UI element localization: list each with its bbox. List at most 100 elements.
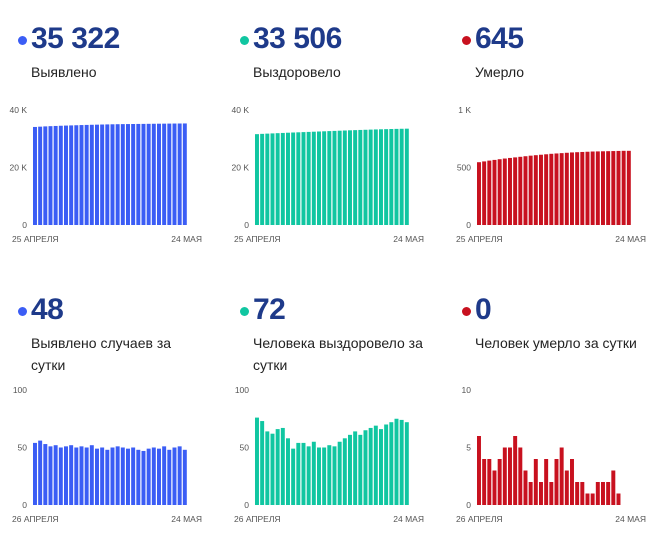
bar — [115, 446, 120, 505]
stat-value: 33 506 — [253, 22, 342, 55]
bar — [301, 442, 306, 505]
bar — [172, 447, 177, 505]
bar — [508, 157, 512, 225]
bar — [84, 447, 89, 505]
y-tick-label: 0 — [244, 500, 249, 510]
bar — [322, 131, 327, 225]
bar — [590, 151, 595, 225]
bar — [379, 129, 383, 225]
stat-value: 48 — [31, 293, 64, 326]
x-tick-label-end: 24 МАЯ — [615, 234, 646, 244]
bar — [296, 442, 301, 505]
bar — [368, 427, 373, 505]
bar — [157, 448, 161, 505]
y-tick-label: 5 — [466, 443, 471, 453]
bar — [296, 132, 301, 225]
bar — [554, 459, 559, 505]
bar — [601, 151, 605, 225]
bar — [368, 129, 373, 225]
bar-chart: 40 K 20 K 0 25 АПРЕЛЯ 24 МАЯ — [10, 105, 203, 244]
stat-label: Выздоровело — [253, 64, 341, 80]
bar — [384, 424, 389, 505]
bar — [580, 482, 585, 505]
bar — [286, 438, 290, 505]
bar — [177, 123, 182, 225]
bar — [554, 153, 559, 225]
bar — [363, 129, 368, 225]
bar — [477, 436, 481, 505]
bar — [399, 128, 404, 225]
bar — [384, 129, 389, 225]
bar — [549, 153, 554, 225]
bar — [487, 160, 492, 225]
bar — [482, 459, 487, 505]
x-tick-label-start: 26 АПРЕЛЯ — [234, 514, 281, 524]
bar — [131, 447, 136, 505]
y-tick-label: 40 K — [10, 105, 28, 115]
bar — [270, 433, 275, 505]
bar-chart: 100 50 0 26 АПРЕЛЯ 24 МАЯ — [12, 385, 202, 524]
bar — [291, 132, 296, 225]
bar — [559, 447, 564, 505]
bar — [270, 133, 275, 225]
bar — [260, 133, 265, 225]
bar — [575, 152, 580, 225]
bar — [585, 493, 590, 505]
legend-dot-icon — [18, 35, 27, 45]
y-tick-label: 20 K — [10, 163, 28, 173]
bar — [606, 151, 611, 225]
stat-headline: 0 — [462, 291, 492, 329]
bar — [497, 459, 502, 505]
bar — [616, 493, 621, 505]
bar — [585, 151, 590, 225]
bar — [141, 450, 146, 505]
bar — [306, 446, 311, 505]
bar — [322, 447, 327, 505]
x-tick-label-end: 24 МАЯ — [171, 514, 202, 524]
bar — [528, 155, 533, 225]
y-tick-label: 50 — [18, 443, 28, 453]
bar — [136, 123, 141, 225]
bar — [311, 441, 316, 505]
bar — [564, 470, 569, 505]
bar — [518, 447, 523, 505]
bar — [167, 449, 172, 505]
bar-chart: 40 K 20 K 0 25 АПРЕЛЯ 24 МАЯ — [232, 105, 425, 244]
bar — [162, 123, 167, 225]
stat-panel: 48 Выявлено случаев за сутки 100 50 0 26 АПРЕ… — [0, 271, 222, 542]
bar — [120, 124, 125, 225]
bar — [157, 123, 161, 225]
bar — [621, 150, 626, 225]
bar — [348, 130, 352, 225]
stat-panel: 645 Умерло 1 K 500 0 25 АПРЕЛЯ 24 МАЯ — [444, 0, 666, 271]
bar — [311, 131, 316, 225]
bar — [182, 123, 187, 225]
y-tick-label: 10 — [462, 385, 472, 395]
bar — [575, 482, 580, 505]
bar — [611, 151, 616, 226]
bar — [492, 159, 497, 225]
bar — [595, 151, 600, 225]
bar — [358, 129, 363, 225]
bar — [141, 123, 146, 225]
bar — [508, 447, 512, 505]
legend-dot-icon — [240, 306, 249, 316]
x-tick-label-end: 24 МАЯ — [615, 514, 646, 524]
bar — [616, 150, 621, 225]
bar — [549, 482, 554, 505]
bar — [260, 421, 265, 505]
bar — [601, 482, 605, 505]
x-tick-label-start: 25 АПРЕЛЯ — [456, 234, 503, 244]
bar — [95, 448, 99, 505]
stat-panel: 72 Человека выздоровело за сутки 100 50 0 26 … — [222, 271, 444, 542]
legend-dot-icon — [240, 35, 249, 45]
bar — [120, 447, 125, 505]
bar — [626, 150, 631, 225]
bar-chart: 10 5 0 26 АПРЕЛЯ 24 МАЯ — [456, 385, 646, 524]
bar — [394, 418, 399, 505]
bar — [317, 131, 321, 225]
y-tick-label: 40 K — [232, 105, 250, 115]
bar — [64, 446, 68, 505]
bar — [306, 131, 311, 225]
bar — [167, 123, 172, 225]
